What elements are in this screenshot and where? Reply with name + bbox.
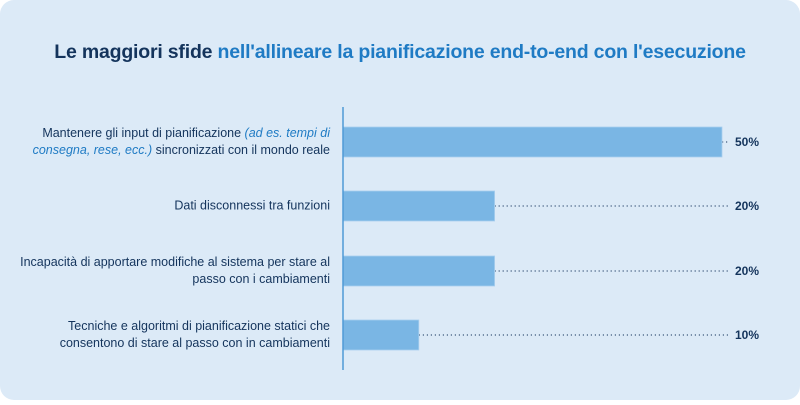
category-label-italic: (ad es. tempi di consegna, rese, ecc.) xyxy=(32,126,330,157)
value-label: 50% xyxy=(735,135,760,149)
title-part-dark: Le maggiori sfide xyxy=(54,41,218,63)
bar xyxy=(342,255,496,287)
category-label-post: sincronizzati con il mondo reale xyxy=(152,143,330,157)
bar xyxy=(342,319,420,351)
category-label-pre: Dati disconnessi tra funzioni xyxy=(174,198,330,213)
category-label-pre: Tecniche e algoritmi di pianificazione s… xyxy=(59,319,330,350)
value-label: 20% xyxy=(735,264,760,278)
category-label: Mantenere gli input di pianificazione (a… xyxy=(10,125,330,159)
value-label: 20% xyxy=(735,199,760,213)
title-part-highlight: nell'allineare la pianificazione end-to-… xyxy=(217,41,746,63)
category-label-pre: Incapacità di apportare modifiche al sis… xyxy=(20,255,330,286)
category-label: Incapacità di apportare modifiche al sis… xyxy=(10,254,330,288)
chart-title: Le maggiori sfide nell'allineare la pian… xyxy=(0,41,800,64)
category-label: Tecniche e algoritmi di pianificazione s… xyxy=(10,318,330,352)
bar xyxy=(342,126,723,158)
category-label-pre: Mantenere gli input di pianificazione xyxy=(42,126,245,140)
value-label: 10% xyxy=(735,328,760,342)
category-label: Dati disconnessi tra funzioni xyxy=(10,198,330,215)
bar xyxy=(342,190,496,222)
